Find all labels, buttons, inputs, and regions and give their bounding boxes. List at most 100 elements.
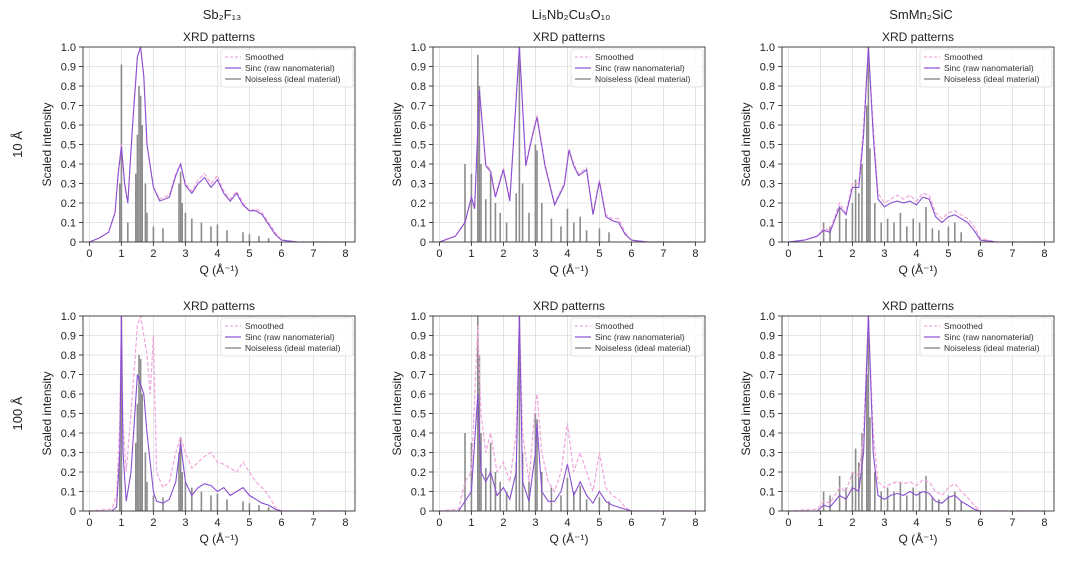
legend-entry: Sinc (raw nanomaterial) [595,63,685,73]
row-label: 100 Å [10,396,25,430]
x-tick-label: 1 [468,517,474,529]
x-tick-label: 7 [1009,248,1015,260]
legend-entry: Sinc (raw nanomaterial) [944,63,1034,73]
x-tick-label: 4 [214,248,220,260]
y-tick-label: 1.0 [760,311,775,323]
xrd-subplot: 0 1 2 3 4 5 6 7 8 0 0.1 0.2 0.3 0.4 0.5 0.6 0.7 0.8 0.9 1.0… [40,299,356,546]
x-tick-label: 0 [785,248,791,260]
y-tick-label: 0.3 [61,448,76,460]
x-tick-label: 8 [1041,517,1047,529]
x-tick-label: 0 [436,248,442,260]
subplot-title: XRD patterns [882,299,954,313]
y-tick-label: 0.9 [760,331,775,343]
y-tick-label: 0.3 [411,179,426,191]
legend-entry: Sinc (raw nanomaterial) [245,63,335,73]
sinc-line [89,315,346,512]
x-tick-label: 0 [86,248,92,260]
legend-entry: Noiseless (ideal material) [245,74,341,84]
y-tick-label: 0 [70,506,76,518]
legend-entry: Noiseless (ideal material) [595,343,691,353]
x-tick-label: 4 [564,248,570,260]
x-tick-label: 6 [628,248,634,260]
x-axis-label: Q (Å⁻¹) [550,262,589,277]
x-tick-label: 2 [849,517,855,529]
x-tick-label: 3 [881,248,887,260]
y-tick-label: 0.4 [760,159,775,171]
x-tick-label: 1 [817,248,823,260]
column-title: SmMn₂SiC [889,7,953,22]
y-tick-label: 0.7 [760,370,775,382]
x-tick-label: 2 [500,248,506,260]
y-tick-label: 0.6 [411,389,426,401]
y-tick-label: 0.7 [411,101,426,113]
y-axis-label: Scaled intensity [40,371,54,455]
x-tick-label: 1 [817,517,823,529]
legend-box [220,48,354,88]
sinc-line [788,46,1045,243]
y-tick-label: 0.8 [61,350,76,362]
y-tick-label: 0 [70,237,76,249]
xrd-subplot: 0 1 2 3 4 5 6 7 8 0 0.1 0.2 0.3 0.4 0.5 0.6 0.7 0.8 0.9 1.0… [739,299,1055,546]
x-tick-label: 8 [1041,248,1047,260]
x-tick-label: 3 [532,517,538,529]
y-tick-label: 1.0 [411,311,426,323]
x-tick-label: 3 [182,248,188,260]
x-tick-label: 4 [913,248,919,260]
y-tick-label: 0.8 [61,81,76,93]
y-tick-label: 0.6 [61,120,76,132]
y-tick-label: 0.5 [760,140,775,152]
x-tick-label: 5 [596,517,602,529]
x-tick-label: 0 [86,517,92,529]
legend-entry: Smoothed [245,52,284,62]
y-tick-label: 0.4 [61,159,76,171]
y-tick-label: 0.7 [411,370,426,382]
sinc-line [788,315,1045,512]
x-axis-label: Q (Å⁻¹) [899,262,938,277]
y-tick-label: 0.8 [411,81,426,93]
y-tick-label: 0.8 [760,81,775,93]
x-tick-label: 1 [468,248,474,260]
y-tick-label: 1.0 [61,42,76,54]
x-tick-label: 0 [436,517,442,529]
y-tick-label: 0.1 [61,487,76,499]
y-tick-label: 0 [420,237,426,249]
y-tick-label: 0.3 [760,179,775,191]
y-tick-label: 0.1 [61,218,76,230]
legend-entry: Smoothed [595,321,634,331]
legend-entry: Noiseless (ideal material) [595,74,691,84]
y-tick-label: 0.5 [760,409,775,421]
y-tick-label: 1.0 [61,311,76,323]
x-tick-label: 1 [118,248,124,260]
x-tick-label: 2 [150,517,156,529]
x-tick-label: 6 [977,248,983,260]
x-axis-label: Q (Å⁻¹) [200,531,239,546]
subplot-title: XRD patterns [183,30,255,44]
y-tick-label: 0.5 [61,409,76,421]
x-axis-label: Q (Å⁻¹) [550,531,589,546]
x-tick-label: 5 [945,248,951,260]
y-tick-label: 0.9 [411,331,426,343]
y-tick-label: 0.1 [411,487,426,499]
legend-entry: Noiseless (ideal material) [944,343,1040,353]
x-tick-label: 7 [660,517,666,529]
x-tick-label: 6 [977,517,983,529]
y-tick-label: 0.9 [61,331,76,343]
y-tick-label: 0 [420,506,426,518]
xrd-subplot: 0 1 2 3 4 5 6 7 8 0 0.1 0.2 0.3 0.4 0.5 0.6 0.7 0.8 0.9 1.0… [390,299,706,546]
subplot-title: XRD patterns [183,299,255,313]
x-tick-label: 2 [150,248,156,260]
y-tick-label: 0.9 [61,62,76,74]
legend-entry: Sinc (raw nanomaterial) [595,332,685,342]
y-tick-label: 0.8 [411,350,426,362]
legend-box [919,317,1053,357]
legend-entry: Sinc (raw nanomaterial) [245,332,335,342]
xrd-subplot: 0 1 2 3 4 5 6 7 8 0 0.1 0.2 0.3 0.4 0.5 0.6 0.7 0.8 0.9 1.0… [739,30,1055,277]
x-tick-label: 1 [118,517,124,529]
y-tick-label: 0.7 [760,101,775,113]
y-tick-label: 0.1 [411,218,426,230]
y-axis-label: Scaled intensity [390,371,404,455]
y-tick-label: 0.6 [760,120,775,132]
